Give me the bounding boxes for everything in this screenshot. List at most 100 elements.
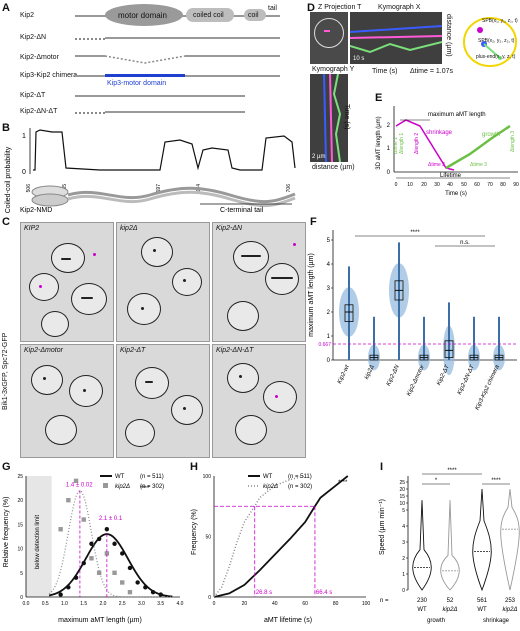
f-ytick: 5 [327,238,331,244]
svg-text:80: 80 [500,182,506,188]
micrograph-kip2-dmotor: Kip2-Δmotor [20,344,114,458]
row-label-kip2-dn: Kip2-ΔN [20,34,47,41]
i-violin [412,500,432,591]
panel-h-chart: Frequency (%) 0 20 40 60 80 100 0 50 100 WT (n =… [191,474,371,624]
micrograph-kip2-delta: kip2Δ [116,222,210,342]
coil-label: coil [248,12,259,19]
micrograph-kip2-dt: Kip2-ΔT [116,344,210,458]
kip2-dndt-bar [105,111,245,113]
svg-text:shrinkage: shrinkage [483,618,510,624]
tile-label-kip2-dt: Kip2-ΔT [120,347,146,354]
coiled-coil-trace [33,129,296,171]
kymoy-scale: 2 µm [312,154,325,160]
svg-text:20: 20 [421,182,427,188]
row-label-kip2-dmotor: Kip2-Δmotor [20,54,59,61]
g-wt-point [89,541,94,546]
g-kip-point [89,556,94,561]
svg-text:230: 230 [417,598,428,604]
svg-text:WT: WT [477,607,487,613]
g-legend-wt-n: (n = 511) [140,474,164,480]
f-sig: **** [410,230,420,236]
i-ytick: 15 [399,494,405,500]
i-n-label: n = [380,598,389,604]
h-kip-line [213,475,306,598]
h-v1-label: 26.8 s [256,590,272,596]
panel-e-chart: 3D aMT length (µm) 0 1 2 maximum aMT len… [376,106,519,197]
spb1-label: SPB(x₁, y₁, z₁, t) [482,18,518,24]
f-xlabel: kip2Δ [364,364,376,380]
e-lifetime-label: Lifetime [440,173,462,179]
kymograph-x: 10 s [350,12,442,64]
plus-end-label: plus-end(x, y, z, t) [476,54,516,60]
e-trace-green [445,124,511,170]
h-xtick: 80 [333,601,339,607]
g-xtick: 2.0 [100,601,107,607]
svg-text:561: 561 [477,598,488,604]
motor-domain-ellipse [105,4,183,26]
svg-text:growth: growth [427,618,445,624]
panel-b-chart: Coiled-coil probability 1 0 506 535 597 … [5,128,296,214]
h-ytick: 0 [208,595,211,601]
svg-text:50: 50 [461,182,467,188]
h-v2-label: 66.4 s [316,590,332,596]
svg-text:1: 1 [387,146,391,152]
h-legend-kip-n: (n = 302) [288,484,312,490]
g-kip-point [96,570,102,575]
i-ytick: 20 [399,487,405,493]
f-threshold-label: 0.667 [318,342,331,348]
row-label-kip2-dt: Kip2-ΔT [20,92,46,99]
i-ytick: 4 [402,524,405,530]
i-sig3: **** [491,478,501,484]
g-xtick: 2.5 [119,601,126,607]
panel-label-e: E [375,92,383,104]
f-box [444,340,454,359]
f-ytick: 0 [327,358,331,364]
panel-label-h: H [190,461,198,473]
g-kip-point [104,551,110,556]
e-max-label: maximum aMT length [428,112,486,118]
svg-text:52: 52 [447,598,454,604]
f-xlabel: Kip3-Kip2 chimera [475,364,501,412]
g-xtick: 0.5 [42,601,49,607]
g-fit2-label: 2.1 ± 0.1 [99,516,123,522]
h-legend-wt-n: (n = 511) [288,474,312,480]
g-kip-point [81,517,86,522]
h-xtick: 60 [302,601,308,607]
coil-box [244,9,266,21]
tile-label-kip2-delta: kip2Δ [120,225,138,232]
g-detect-label: below detection limit [35,515,41,569]
d-dt-label: Δtime = 1.07s [410,68,454,75]
svg-text:Δlength 1: Δlength 1 [399,133,405,154]
e-shrink-label: shrinkage [426,130,453,136]
g-kip-point [112,570,117,575]
i-violin [500,488,520,591]
chimera-bar-start [75,75,105,77]
g-xtick: 1.5 [80,601,87,607]
panel-label-f: F [310,216,317,228]
d-time-label: Time (s) [372,68,398,75]
tile-label-kip2-dn: Kip2-ΔN [216,225,243,232]
svg-text:30: 30 [434,182,440,188]
g-wt-point [112,541,117,546]
i-ytick: 2 [402,556,405,562]
h-xtick: 100 [362,601,371,607]
micrograph-kip2-dn: Kip2-ΔN [212,222,306,342]
kip2-dn-bar [105,37,280,39]
g-ytick: 0 [20,595,23,601]
panel-label-b: B [2,122,10,134]
g-xtick: 3.5 [157,601,164,607]
d-dist-x-label: distance (µm) [312,164,355,171]
tail-label: tail [268,5,277,12]
h-xtick: 0 [213,601,216,607]
g-wt-fit [48,533,173,598]
spb-diagram [463,17,517,67]
i-violin [472,488,492,592]
f-ylabel: maximum aMT length (µm) [308,253,315,337]
f-xlabel: Kip2-Δmotor [406,363,426,397]
g-legend-wt: WT [115,474,125,480]
g-kip-point [120,580,125,585]
f-xlabel: Kip2-ΔN-ΔT [457,363,477,396]
svg-text:2: 2 [387,123,391,129]
f-ytick: 3 [327,286,331,292]
